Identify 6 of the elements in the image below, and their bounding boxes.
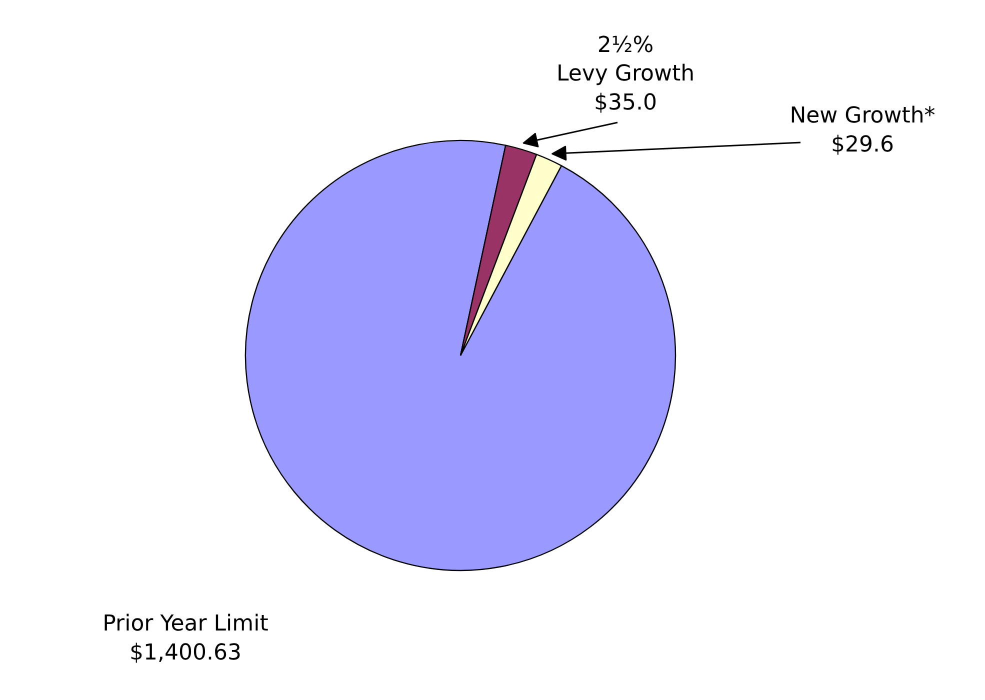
slice-label: 2½% Levy Growth xyxy=(556,32,695,86)
slice-label: New Growth* xyxy=(790,104,936,128)
data-label: $1,400.63 xyxy=(130,640,242,666)
data-label: $29.6 xyxy=(831,132,894,158)
slice-label: Prior Year Limit xyxy=(102,612,269,636)
data-label: $35.0 xyxy=(594,90,657,116)
